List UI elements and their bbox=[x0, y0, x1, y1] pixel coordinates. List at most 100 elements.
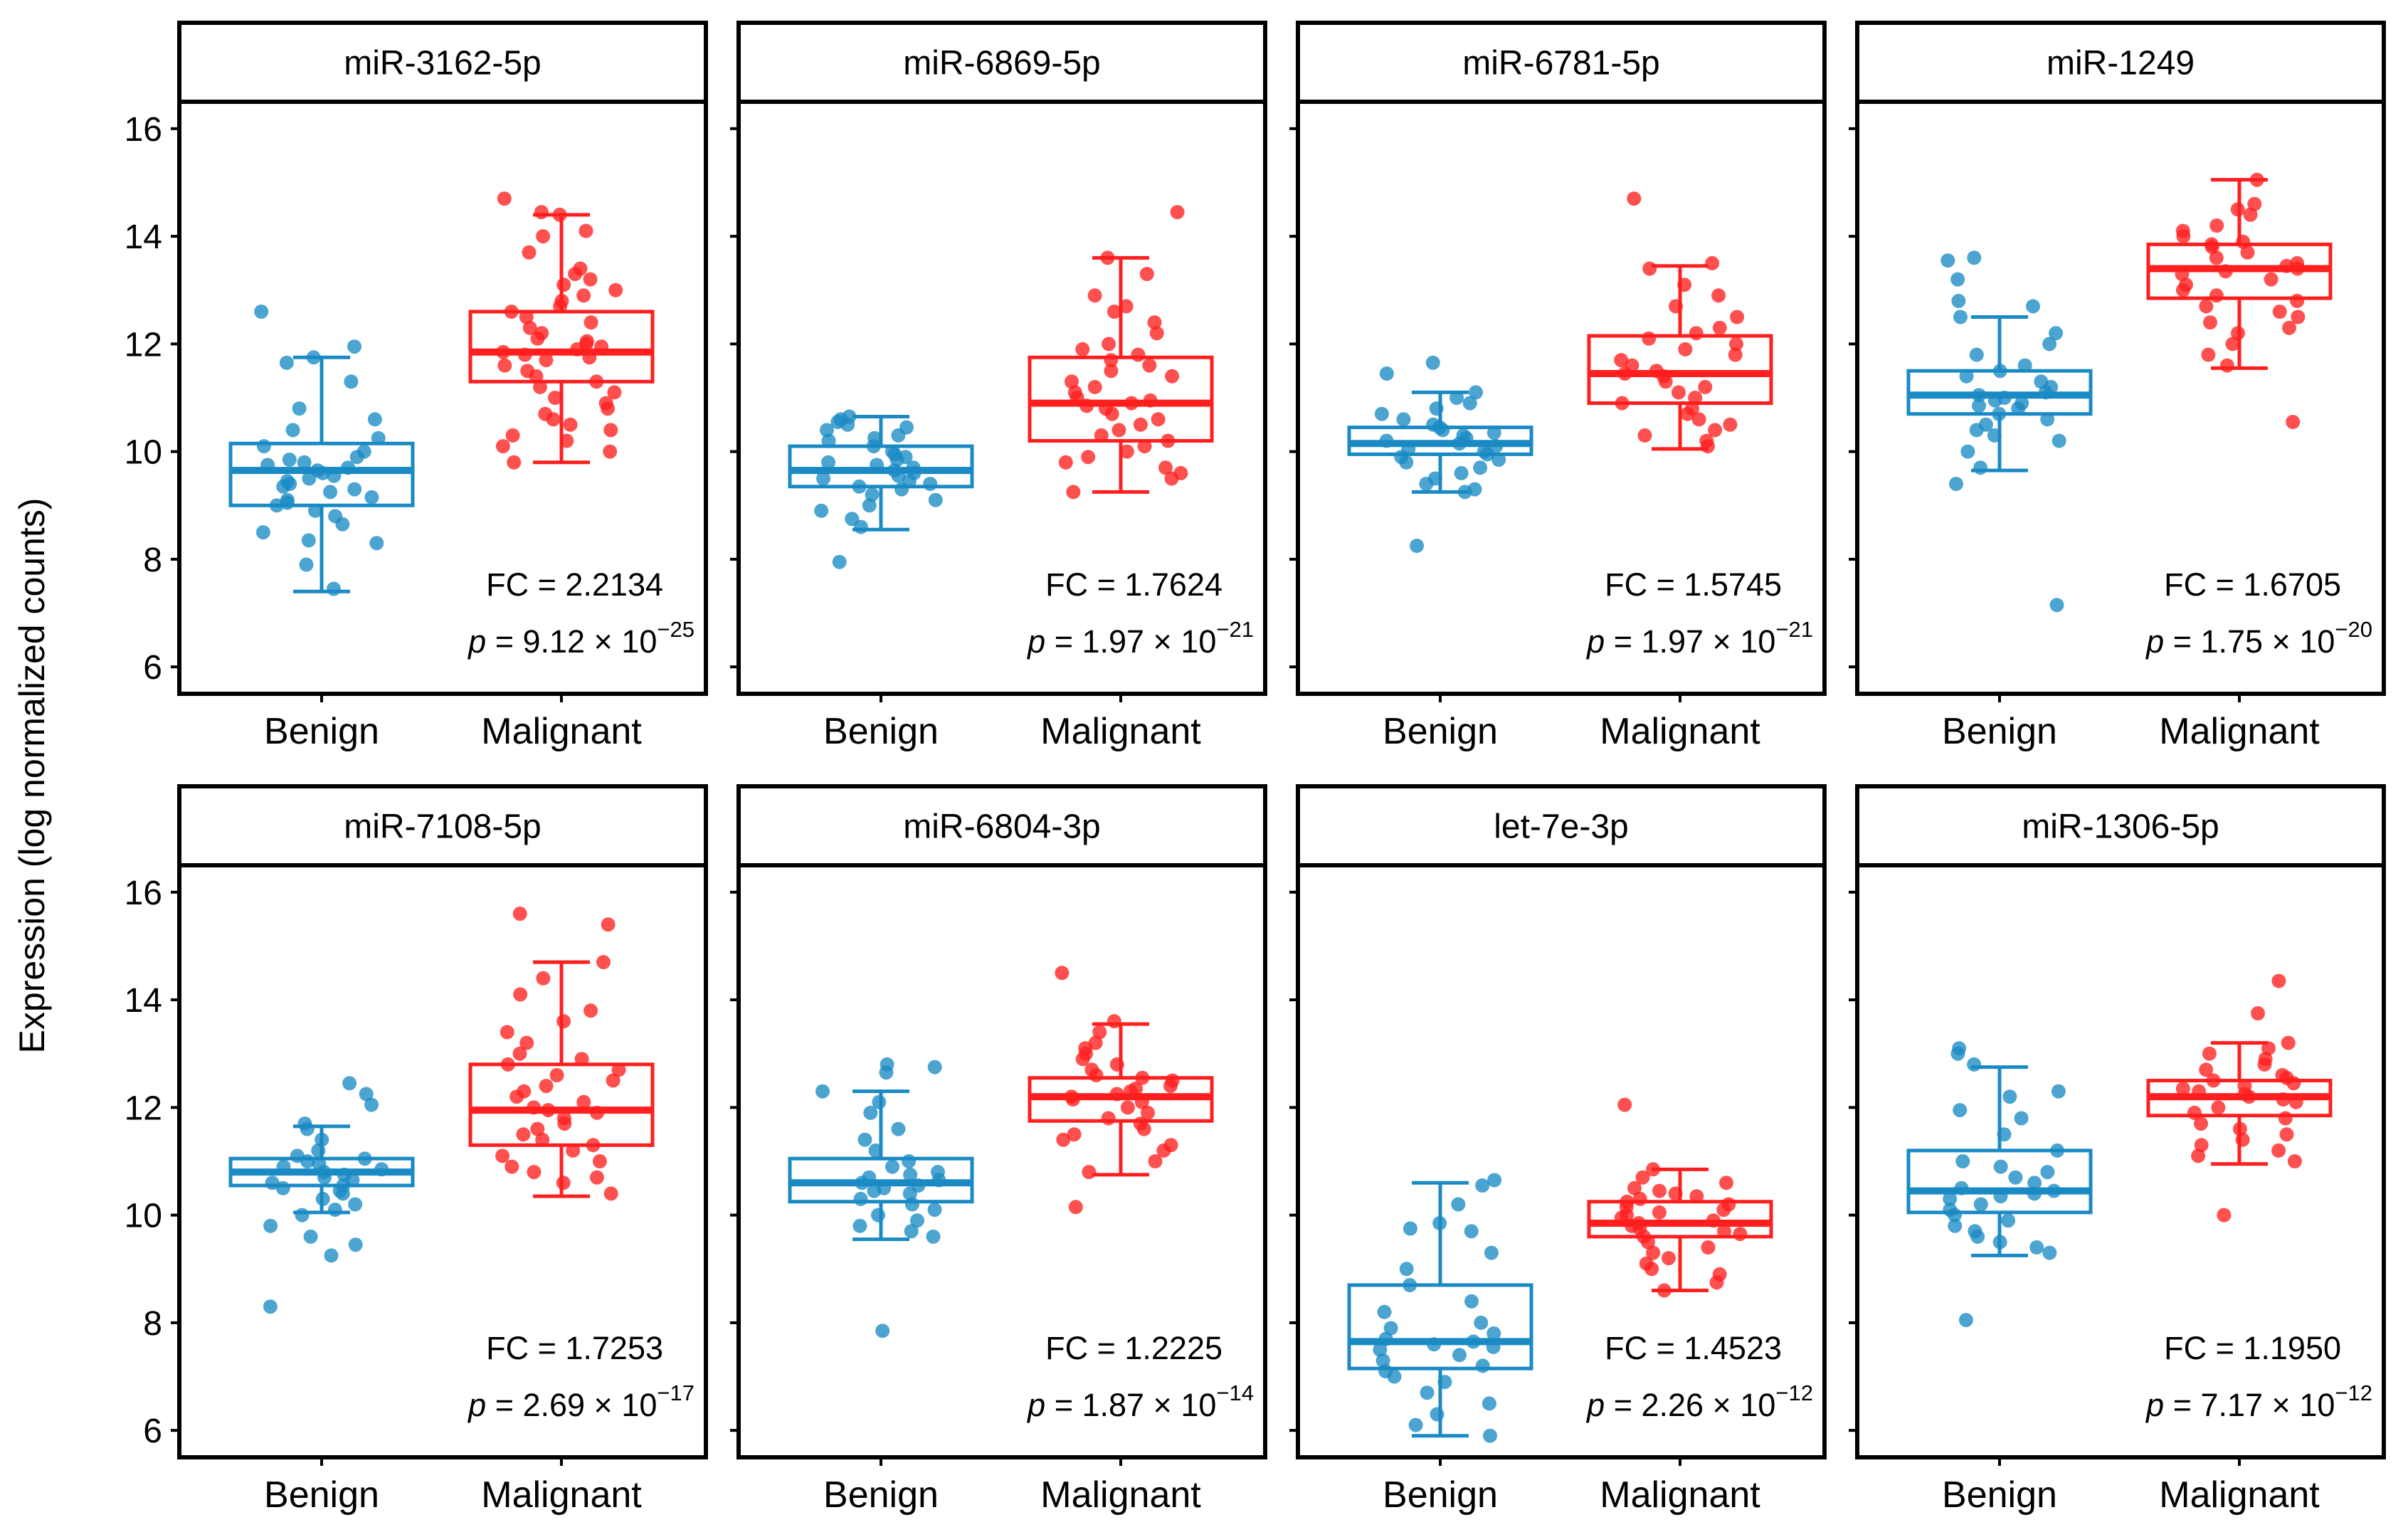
x-tick-label: Malignant bbox=[2159, 1474, 2320, 1516]
data-point bbox=[1092, 1025, 1107, 1040]
data-point bbox=[2049, 326, 2064, 341]
data-point bbox=[522, 320, 537, 335]
strip-box bbox=[177, 21, 708, 104]
data-point bbox=[1486, 1339, 1501, 1354]
data-point bbox=[2202, 1046, 2217, 1061]
data-point bbox=[2218, 264, 2233, 279]
data-point bbox=[2290, 261, 2305, 276]
data-point bbox=[582, 350, 597, 365]
data-point bbox=[292, 401, 307, 416]
data-point bbox=[552, 207, 567, 222]
data-point bbox=[1466, 1334, 1481, 1349]
data-point bbox=[1987, 393, 2002, 408]
panel-frame bbox=[177, 863, 708, 1459]
x-tick-label: Benign bbox=[264, 711, 379, 752]
data-point bbox=[2247, 196, 2262, 211]
data-point bbox=[2288, 1094, 2303, 1109]
p-symbol: p bbox=[467, 1387, 486, 1423]
data-point bbox=[2257, 1057, 2272, 1072]
data-point bbox=[327, 468, 342, 483]
p-symbol: p bbox=[2145, 623, 2164, 660]
data-point bbox=[349, 450, 364, 465]
data-point bbox=[2243, 207, 2258, 222]
box-iqr bbox=[1587, 1200, 1773, 1239]
data-point bbox=[295, 1208, 310, 1222]
fc-label: FC = 1.6705 bbox=[2164, 566, 2341, 603]
data-point bbox=[1646, 1162, 1661, 1177]
data-point bbox=[556, 1176, 571, 1190]
p-value-label: p = 7.17 × 10−12 bbox=[2145, 1380, 2372, 1423]
data-point bbox=[2232, 1121, 2247, 1136]
data-point bbox=[574, 1052, 589, 1067]
data-point bbox=[1993, 1159, 2008, 1174]
data-point bbox=[926, 1229, 941, 1244]
data-point bbox=[1483, 1428, 1497, 1443]
data-point bbox=[570, 342, 585, 356]
data-point bbox=[568, 267, 583, 281]
y-tick-label: 8 bbox=[143, 542, 162, 579]
data-point bbox=[583, 1003, 598, 1018]
data-point bbox=[871, 1208, 885, 1222]
data-point bbox=[2199, 1062, 2214, 1077]
data-point bbox=[342, 1076, 357, 1091]
box-benign: Benign bbox=[228, 1076, 415, 1516]
data-point bbox=[2040, 1165, 2055, 1180]
data-point bbox=[1399, 455, 1414, 470]
data-point bbox=[546, 412, 561, 427]
data-point bbox=[1104, 364, 1119, 379]
data-point bbox=[1950, 272, 1965, 287]
data-point bbox=[1158, 460, 1173, 475]
data-point bbox=[2040, 412, 2055, 427]
data-point bbox=[1163, 1079, 1178, 1094]
data-point bbox=[2176, 229, 2191, 244]
data-point bbox=[263, 1299, 278, 1314]
data-point bbox=[308, 503, 322, 518]
data-point bbox=[335, 517, 350, 532]
data-point bbox=[533, 379, 547, 394]
data-point bbox=[347, 339, 361, 354]
p-symbol: p bbox=[1026, 623, 1045, 660]
strip-title: miR-6781-5p bbox=[1462, 45, 1659, 83]
data-point bbox=[1943, 1191, 1958, 1206]
data-point bbox=[536, 229, 551, 244]
strip-box bbox=[177, 784, 708, 867]
panel-mir-7108-5p: miR-7108-5p 6 8 10 12 14 16 Benign Malignant FC =… bbox=[125, 784, 708, 1516]
data-point bbox=[1969, 423, 1984, 438]
data-point bbox=[2261, 1041, 2276, 1056]
data-point bbox=[2219, 358, 2234, 373]
data-point bbox=[497, 358, 512, 373]
data-point bbox=[611, 1062, 626, 1077]
p-symbol: p bbox=[1026, 1387, 1045, 1423]
box-iqr bbox=[788, 444, 974, 489]
data-point bbox=[1698, 379, 1713, 394]
panel-frame bbox=[1296, 863, 1827, 1459]
p-value-exponent: −21 bbox=[1775, 617, 1813, 642]
data-point bbox=[2290, 293, 2305, 308]
data-point bbox=[1427, 1337, 1442, 1352]
data-point bbox=[1482, 1396, 1496, 1411]
data-point bbox=[1668, 1186, 1683, 1201]
strip-box bbox=[1296, 21, 1827, 104]
data-point bbox=[534, 205, 549, 220]
data-point bbox=[1089, 1068, 1104, 1082]
data-point bbox=[556, 278, 571, 292]
data-point bbox=[1973, 460, 1988, 475]
data-point bbox=[522, 245, 537, 260]
data-point bbox=[2175, 1081, 2190, 1096]
data-point bbox=[1457, 485, 1472, 500]
data-point bbox=[1940, 253, 1955, 268]
data-point bbox=[335, 1186, 350, 1201]
data-point bbox=[1662, 1251, 1676, 1266]
strip-title: miR-6869-5p bbox=[903, 45, 1100, 83]
x-tick-label: Malignant bbox=[2159, 711, 2320, 752]
data-point bbox=[359, 1087, 374, 1102]
data-point bbox=[1644, 1262, 1659, 1277]
strip-title: miR-1306-5p bbox=[2022, 808, 2219, 846]
data-point bbox=[2203, 315, 2217, 330]
p-symbol: p bbox=[1585, 623, 1605, 660]
data-point bbox=[1474, 1315, 1489, 1330]
x-tick-label: Benign bbox=[1942, 711, 2057, 752]
data-point bbox=[1135, 1070, 1150, 1085]
panel-mir-3162-5p: miR-3162-5p 6 8 10 12 14 16 Benign Malignant FC =… bbox=[125, 21, 708, 752]
